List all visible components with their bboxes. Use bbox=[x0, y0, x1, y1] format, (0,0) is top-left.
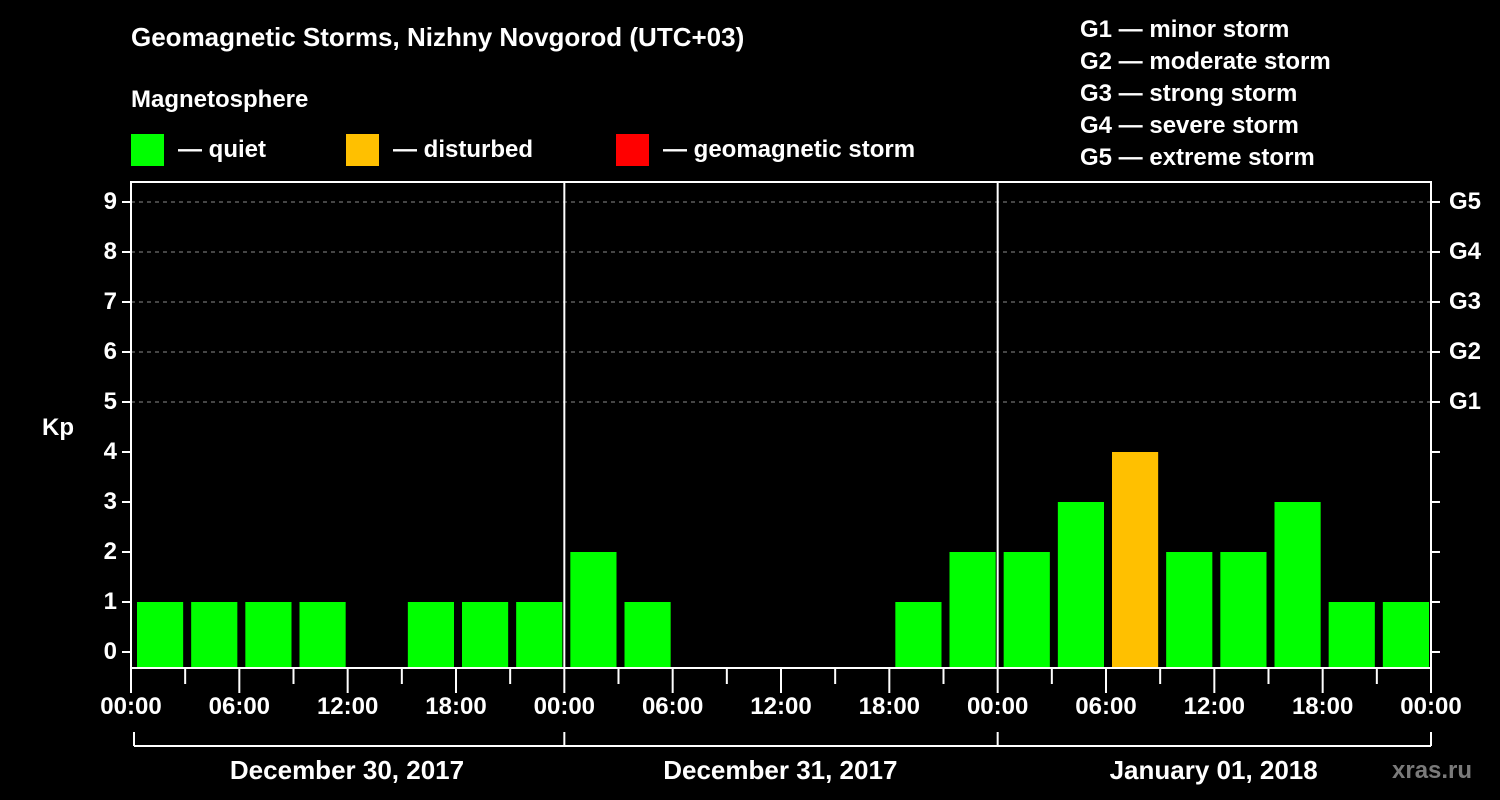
x-tick-label: 06:00 bbox=[1075, 693, 1137, 720]
y-tick-label: 1 bbox=[103, 588, 117, 615]
g-level-label: G5 bbox=[1449, 188, 1482, 215]
g4-description: G4 — severe storm bbox=[1080, 112, 1299, 139]
legend-quiet-label: — quiet bbox=[178, 136, 266, 163]
y-tick-label: 7 bbox=[103, 288, 117, 315]
g-level-label: G3 bbox=[1449, 288, 1482, 315]
g-level-label: G2 bbox=[1449, 338, 1482, 365]
kp-bar bbox=[1382, 602, 1429, 668]
legend-storm-label: — geomagnetic storm bbox=[663, 136, 916, 163]
y-tick-label: 3 bbox=[103, 488, 117, 515]
date-label: December 30, 2017 bbox=[229, 755, 465, 785]
kp-bar bbox=[1220, 552, 1267, 668]
kp-bar bbox=[1003, 552, 1050, 668]
legend-quiet: — quiet bbox=[131, 134, 266, 166]
y-tick-label: 6 bbox=[103, 338, 117, 365]
x-tick-label: 18:00 bbox=[425, 693, 487, 720]
watermark: xras.ru bbox=[1392, 757, 1473, 784]
kp-bar bbox=[949, 552, 996, 668]
y-tick-label: 8 bbox=[103, 238, 117, 265]
date-label: January 01, 2018 bbox=[1109, 755, 1318, 785]
date-label: December 31, 2017 bbox=[663, 755, 898, 785]
x-tick-label: 12:00 bbox=[1183, 693, 1246, 720]
x-tick-label: 18:00 bbox=[858, 693, 921, 720]
kp-bar bbox=[570, 552, 617, 668]
g3-description: G3 — strong storm bbox=[1080, 80, 1298, 107]
y-tick-label: 5 bbox=[103, 388, 117, 415]
kp-bar bbox=[1112, 452, 1159, 668]
x-tick-label: 00:00 bbox=[966, 693, 1029, 720]
legend-disturbed-label: — disturbed bbox=[393, 136, 534, 163]
kp-bar bbox=[1274, 502, 1321, 668]
y-tick-label: 0 bbox=[103, 638, 117, 665]
x-tick-label: 00:00 bbox=[100, 693, 162, 720]
disturbed-swatch bbox=[346, 134, 379, 166]
kp-bar bbox=[137, 602, 184, 668]
y-tick-label: 9 bbox=[103, 188, 117, 215]
kp-bar bbox=[407, 602, 454, 668]
kp-bar bbox=[191, 602, 238, 668]
x-tick-label: 00:00 bbox=[1400, 693, 1462, 720]
x-tick-label: 06:00 bbox=[641, 693, 704, 720]
kp-bar bbox=[245, 602, 292, 668]
y-axis-label: Kp bbox=[42, 414, 74, 441]
g-scale-legend: G1 — minor storm G2 — moderate storm G3 … bbox=[1080, 14, 1331, 174]
g-level-label: G4 bbox=[1449, 238, 1482, 265]
legend-storm: — geomagnetic storm bbox=[616, 134, 915, 166]
x-tick-label: 12:00 bbox=[750, 693, 812, 720]
g-level-label: G1 bbox=[1449, 388, 1482, 415]
x-tick-label: 18:00 bbox=[1291, 693, 1354, 720]
kp-bar bbox=[624, 602, 671, 668]
kp-bar bbox=[1057, 502, 1104, 668]
kp-bar bbox=[516, 602, 563, 668]
x-tick-label: 06:00 bbox=[208, 693, 271, 720]
kp-bar bbox=[1328, 602, 1375, 668]
x-tick-label: 00:00 bbox=[533, 693, 596, 720]
g1-description: G1 — minor storm bbox=[1080, 16, 1290, 43]
chart-subtitle: Magnetosphere bbox=[131, 86, 309, 113]
kp-bar bbox=[462, 602, 509, 668]
g2-description: G2 — moderate storm bbox=[1080, 48, 1331, 75]
y-tick-label: 2 bbox=[103, 538, 117, 565]
kp-bar bbox=[299, 602, 346, 668]
storm-swatch bbox=[616, 134, 649, 166]
kp-bar bbox=[895, 602, 942, 668]
y-tick-label: 4 bbox=[103, 438, 117, 465]
kp-bar bbox=[1166, 552, 1213, 668]
chart-title: Geomagnetic Storms, Nizhny Novgorod (UTC… bbox=[131, 22, 745, 52]
g5-description: G5 — extreme storm bbox=[1080, 144, 1315, 171]
legend-disturbed: — disturbed bbox=[346, 134, 533, 166]
quiet-swatch bbox=[131, 134, 164, 166]
x-tick-label: 12:00 bbox=[316, 693, 379, 720]
